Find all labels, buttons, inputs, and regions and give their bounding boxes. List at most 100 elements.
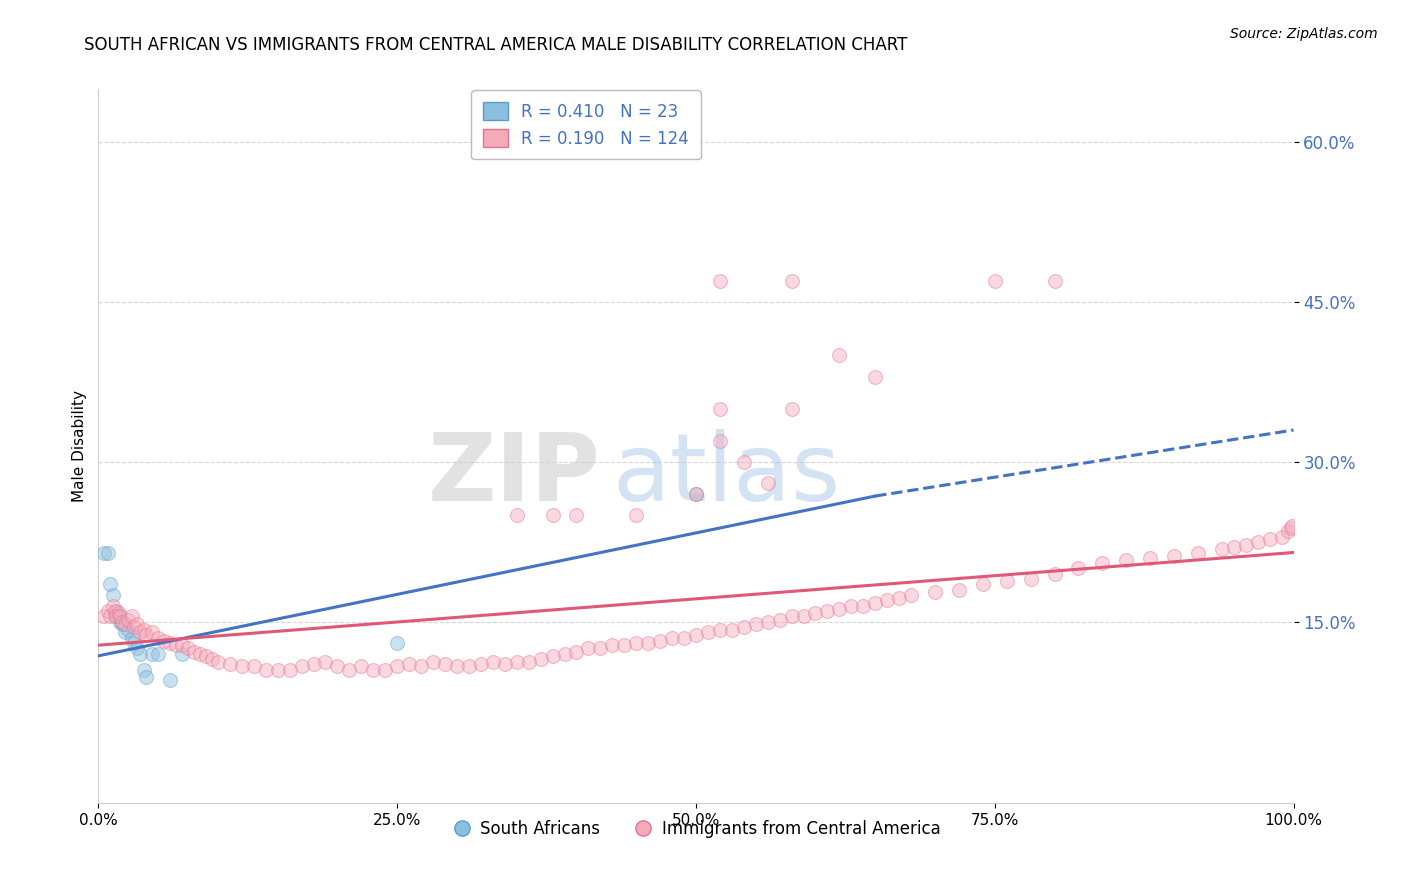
Point	[195, 648, 218, 663]
Point	[121, 609, 143, 624]
Point	[125, 641, 148, 656]
Point	[107, 609, 129, 624]
Text: atlas: atlas	[613, 428, 841, 521]
Point	[530, 652, 553, 666]
Point	[411, 659, 433, 673]
Point	[1247, 534, 1270, 549]
Point	[697, 625, 720, 640]
Point	[1163, 549, 1185, 563]
Point	[972, 577, 994, 591]
Point	[105, 609, 128, 624]
Point	[398, 657, 420, 672]
Point	[685, 487, 707, 501]
Point	[565, 644, 588, 658]
Point	[828, 349, 851, 363]
Point	[756, 615, 779, 629]
Point	[984, 274, 1007, 288]
Point	[135, 670, 157, 684]
Point	[326, 659, 349, 673]
Point	[278, 663, 301, 677]
Point	[780, 274, 803, 288]
Point	[613, 638, 636, 652]
Point	[481, 655, 505, 669]
Point	[129, 647, 152, 661]
Point	[709, 624, 731, 638]
Point	[1019, 572, 1042, 586]
Point	[494, 657, 516, 672]
Point	[876, 593, 898, 607]
Point	[159, 673, 181, 688]
Point	[1115, 553, 1137, 567]
Point	[865, 369, 887, 384]
Point	[602, 638, 624, 652]
Point	[1211, 542, 1233, 557]
Point	[93, 609, 115, 624]
Point	[98, 577, 122, 591]
Point	[1281, 519, 1303, 533]
Point	[183, 644, 205, 658]
Point	[733, 455, 755, 469]
Point	[756, 476, 779, 491]
Point	[948, 582, 970, 597]
Point	[446, 659, 468, 673]
Point	[422, 655, 444, 669]
Point	[793, 609, 815, 624]
Point	[768, 613, 790, 627]
Point	[1139, 550, 1161, 565]
Point	[709, 274, 731, 288]
Point	[780, 609, 803, 624]
Text: SOUTH AFRICAN VS IMMIGRANTS FROM CENTRAL AMERICA MALE DISABILITY CORRELATION CHA: SOUTH AFRICAN VS IMMIGRANTS FROM CENTRAL…	[84, 36, 908, 54]
Text: Source: ZipAtlas.com: Source: ZipAtlas.com	[1230, 27, 1378, 41]
Point	[243, 659, 266, 673]
Point	[172, 638, 194, 652]
Point	[201, 652, 224, 666]
Point	[385, 636, 409, 650]
Point	[470, 657, 492, 672]
Point	[111, 616, 134, 631]
Point	[780, 401, 803, 416]
Point	[108, 615, 131, 629]
Point	[93, 545, 115, 559]
Point	[1258, 532, 1281, 546]
Point	[815, 604, 838, 618]
Point	[1091, 556, 1114, 570]
Point	[626, 636, 648, 650]
Point	[458, 659, 481, 673]
Point	[589, 641, 612, 656]
Point	[159, 636, 181, 650]
Point	[302, 657, 325, 672]
Point	[1043, 274, 1066, 288]
Point	[114, 625, 136, 640]
Point	[97, 604, 120, 618]
Point	[995, 574, 1018, 589]
Point	[105, 604, 128, 618]
Text: ZIP: ZIP	[427, 428, 600, 521]
Point	[1067, 561, 1090, 575]
Point	[626, 508, 648, 523]
Point	[852, 599, 875, 613]
Point	[141, 625, 163, 640]
Point	[148, 631, 170, 645]
Point	[1277, 524, 1299, 539]
Point	[709, 434, 731, 448]
Point	[673, 631, 696, 645]
Point	[132, 624, 155, 638]
Point	[374, 663, 396, 677]
Point	[506, 655, 529, 669]
Point	[141, 647, 163, 661]
Legend: South Africans, Immigrants from Central America: South Africans, Immigrants from Central …	[444, 814, 948, 845]
Point	[541, 648, 564, 663]
Point	[97, 545, 120, 559]
Y-axis label: Male Disability: Male Disability	[72, 390, 87, 502]
Point	[188, 647, 211, 661]
Point	[745, 616, 768, 631]
Point	[267, 663, 290, 677]
Point	[1187, 545, 1209, 559]
Point	[207, 655, 229, 669]
Point	[1043, 566, 1066, 581]
Point	[121, 631, 143, 645]
Point	[104, 609, 127, 624]
Point	[124, 620, 146, 634]
Point	[541, 508, 564, 523]
Point	[350, 659, 373, 673]
